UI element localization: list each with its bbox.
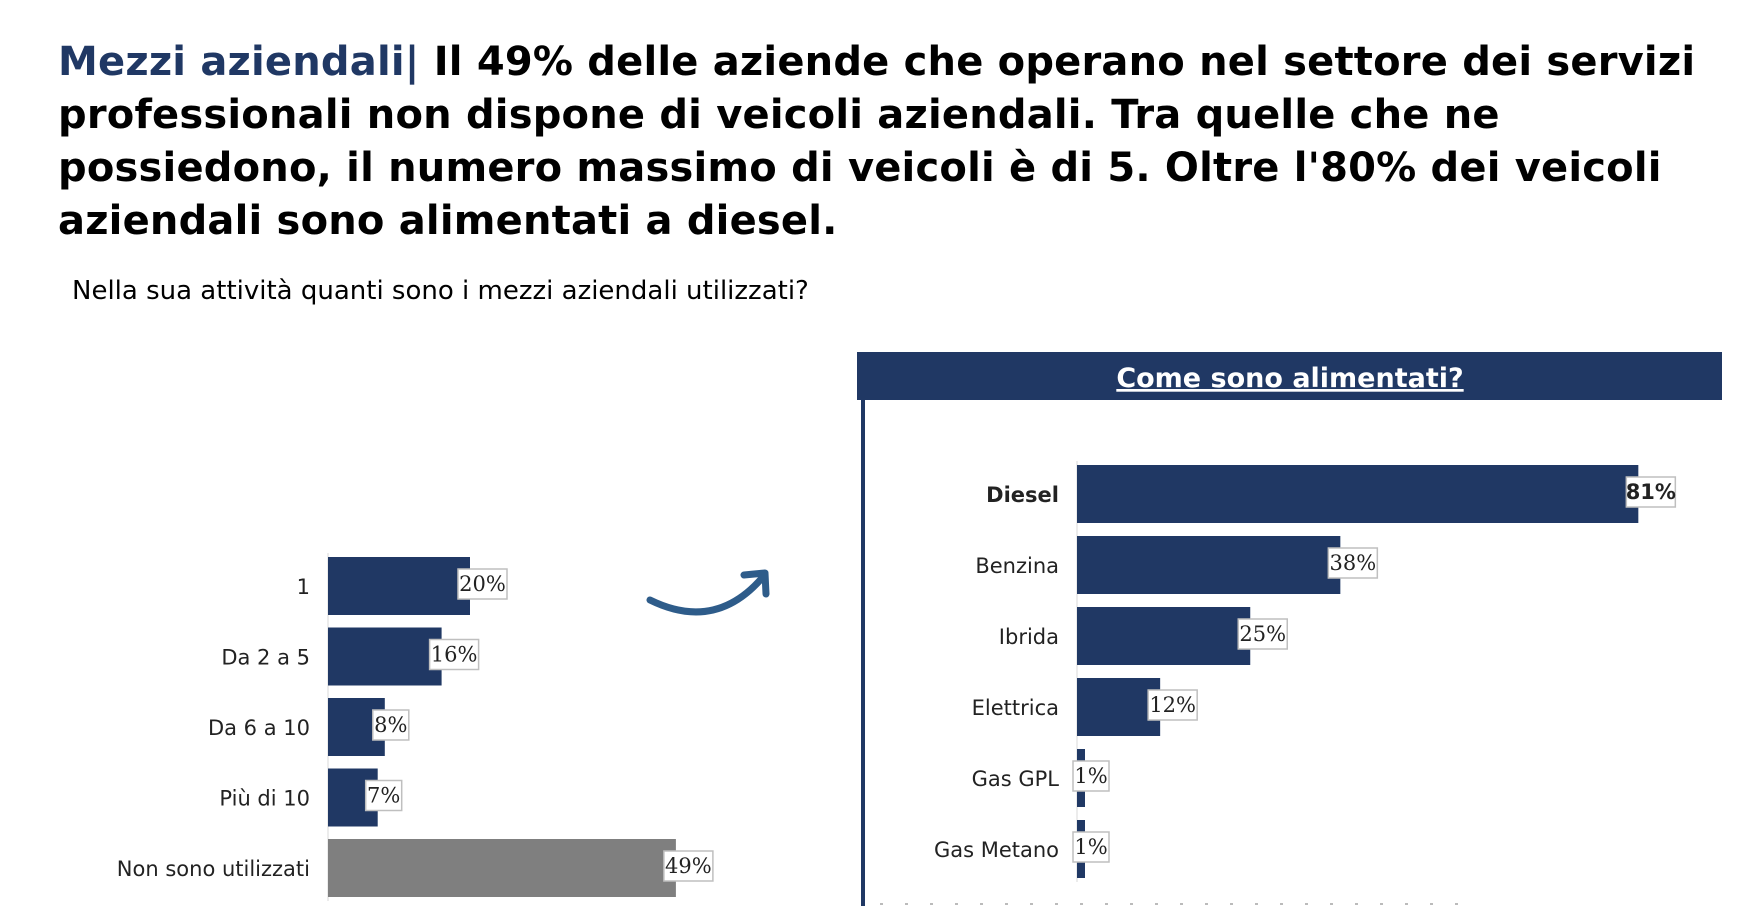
survey-question: Nella sua attività quanti sono i mezzi a… xyxy=(72,276,809,306)
data-label: 20% xyxy=(459,572,506,596)
data-label: 25% xyxy=(1239,622,1286,646)
bar xyxy=(328,557,470,615)
arrow-icon xyxy=(646,574,766,616)
bar xyxy=(1077,465,1639,523)
data-label-box xyxy=(1147,689,1198,721)
arrow-head-icon xyxy=(740,569,770,598)
data-label-box xyxy=(428,638,480,671)
fuel-panel: Come sono alimentati? xyxy=(857,352,1722,906)
category-label: Gas Metano xyxy=(934,838,1059,862)
data-label: 81% xyxy=(1626,480,1676,504)
bar xyxy=(1077,678,1161,736)
bar xyxy=(1077,536,1341,594)
headline-lead: Mezzi aziendali xyxy=(58,39,405,85)
category-label: Più di 10 xyxy=(219,787,310,811)
data-label-box xyxy=(364,779,403,812)
panel-title: Come sono alimentati? xyxy=(1116,363,1463,394)
data-label-box xyxy=(1072,760,1110,792)
category-label: Diesel xyxy=(986,483,1059,507)
headline: Mezzi aziendali| Il 49% delle aziende ch… xyxy=(58,36,1718,248)
headline-text: Il 49% delle aziende che operano nel set… xyxy=(58,39,1696,244)
bar xyxy=(328,839,676,897)
category-label: 1 xyxy=(297,575,310,599)
panel-header xyxy=(857,352,1722,400)
data-label: 38% xyxy=(1329,551,1376,575)
category-label: Benzina xyxy=(975,554,1059,578)
data-label: 12% xyxy=(1149,693,1196,717)
category-label: Elettrica xyxy=(972,696,1059,720)
data-label: 7% xyxy=(367,784,400,808)
headline-separator: | xyxy=(404,39,434,85)
bar xyxy=(1077,607,1251,665)
data-label-box xyxy=(372,709,410,741)
fuel-type-chart: Diesel 81% Benzina 38% Ibrida 25% Elettrica 12%… xyxy=(934,461,1677,882)
category-label: Da 2 a 5 xyxy=(221,646,310,670)
bar xyxy=(328,627,442,686)
data-label: 8% xyxy=(374,713,407,737)
data-label: 1% xyxy=(1074,835,1107,859)
data-label-box xyxy=(457,568,508,600)
data-label-box xyxy=(1072,831,1110,863)
category-label: Non sono utilizzati xyxy=(117,857,310,881)
data-label: 1% xyxy=(1074,764,1107,788)
data-label: 16% xyxy=(431,643,478,667)
data-label: 49% xyxy=(665,854,712,878)
data-label-box xyxy=(1237,618,1288,650)
data-label-box xyxy=(1625,476,1677,508)
vehicles-count-chart: 1 20% Da 2 a 5 16% Da 6 a 10 8% Più di 10 7% Non… xyxy=(117,553,714,901)
category-label: Gas GPL xyxy=(972,767,1060,791)
data-label-box xyxy=(663,850,714,882)
category-label: Ibrida xyxy=(999,625,1059,649)
data-label-box xyxy=(1327,547,1379,579)
category-label: Da 6 a 10 xyxy=(208,716,310,740)
